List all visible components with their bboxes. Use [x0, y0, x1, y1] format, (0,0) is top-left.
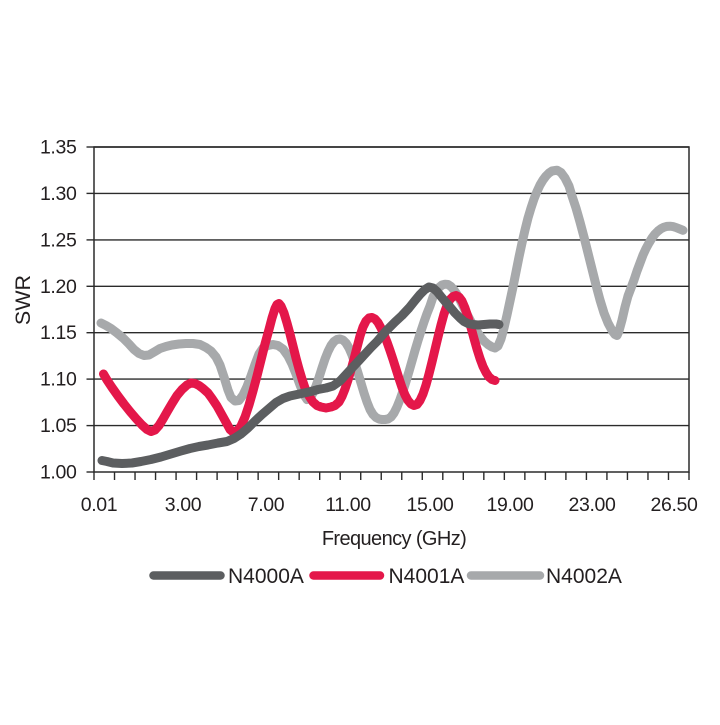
svg-text:N4000A: N4000A — [228, 565, 304, 588]
svg-text:3.00: 3.00 — [165, 494, 202, 516]
svg-text:1.30: 1.30 — [40, 183, 77, 205]
svg-text:1.10: 1.10 — [40, 369, 77, 391]
svg-text:0.01: 0.01 — [81, 494, 118, 516]
svg-text:15.00: 15.00 — [406, 494, 454, 516]
svg-text:11.00: 11.00 — [325, 494, 371, 516]
svg-text:26.50: 26.50 — [650, 494, 698, 516]
svg-text:1.35: 1.35 — [40, 137, 77, 159]
svg-text:SWR: SWR — [11, 275, 35, 325]
svg-text:1.05: 1.05 — [40, 415, 77, 437]
svg-text:7.00: 7.00 — [248, 494, 285, 516]
svg-text:N4002A: N4002A — [546, 565, 622, 588]
svg-text:1.20: 1.20 — [40, 276, 77, 298]
svg-text:1.00: 1.00 — [40, 462, 77, 484]
svg-text:23.00: 23.00 — [568, 494, 616, 516]
svg-text:1.25: 1.25 — [40, 229, 77, 251]
svg-text:19.00: 19.00 — [486, 494, 534, 516]
svg-text:1.15: 1.15 — [40, 322, 77, 344]
svg-text:Frequency (GHz): Frequency (GHz) — [322, 528, 466, 550]
svg-text:N4001A: N4001A — [389, 565, 465, 588]
